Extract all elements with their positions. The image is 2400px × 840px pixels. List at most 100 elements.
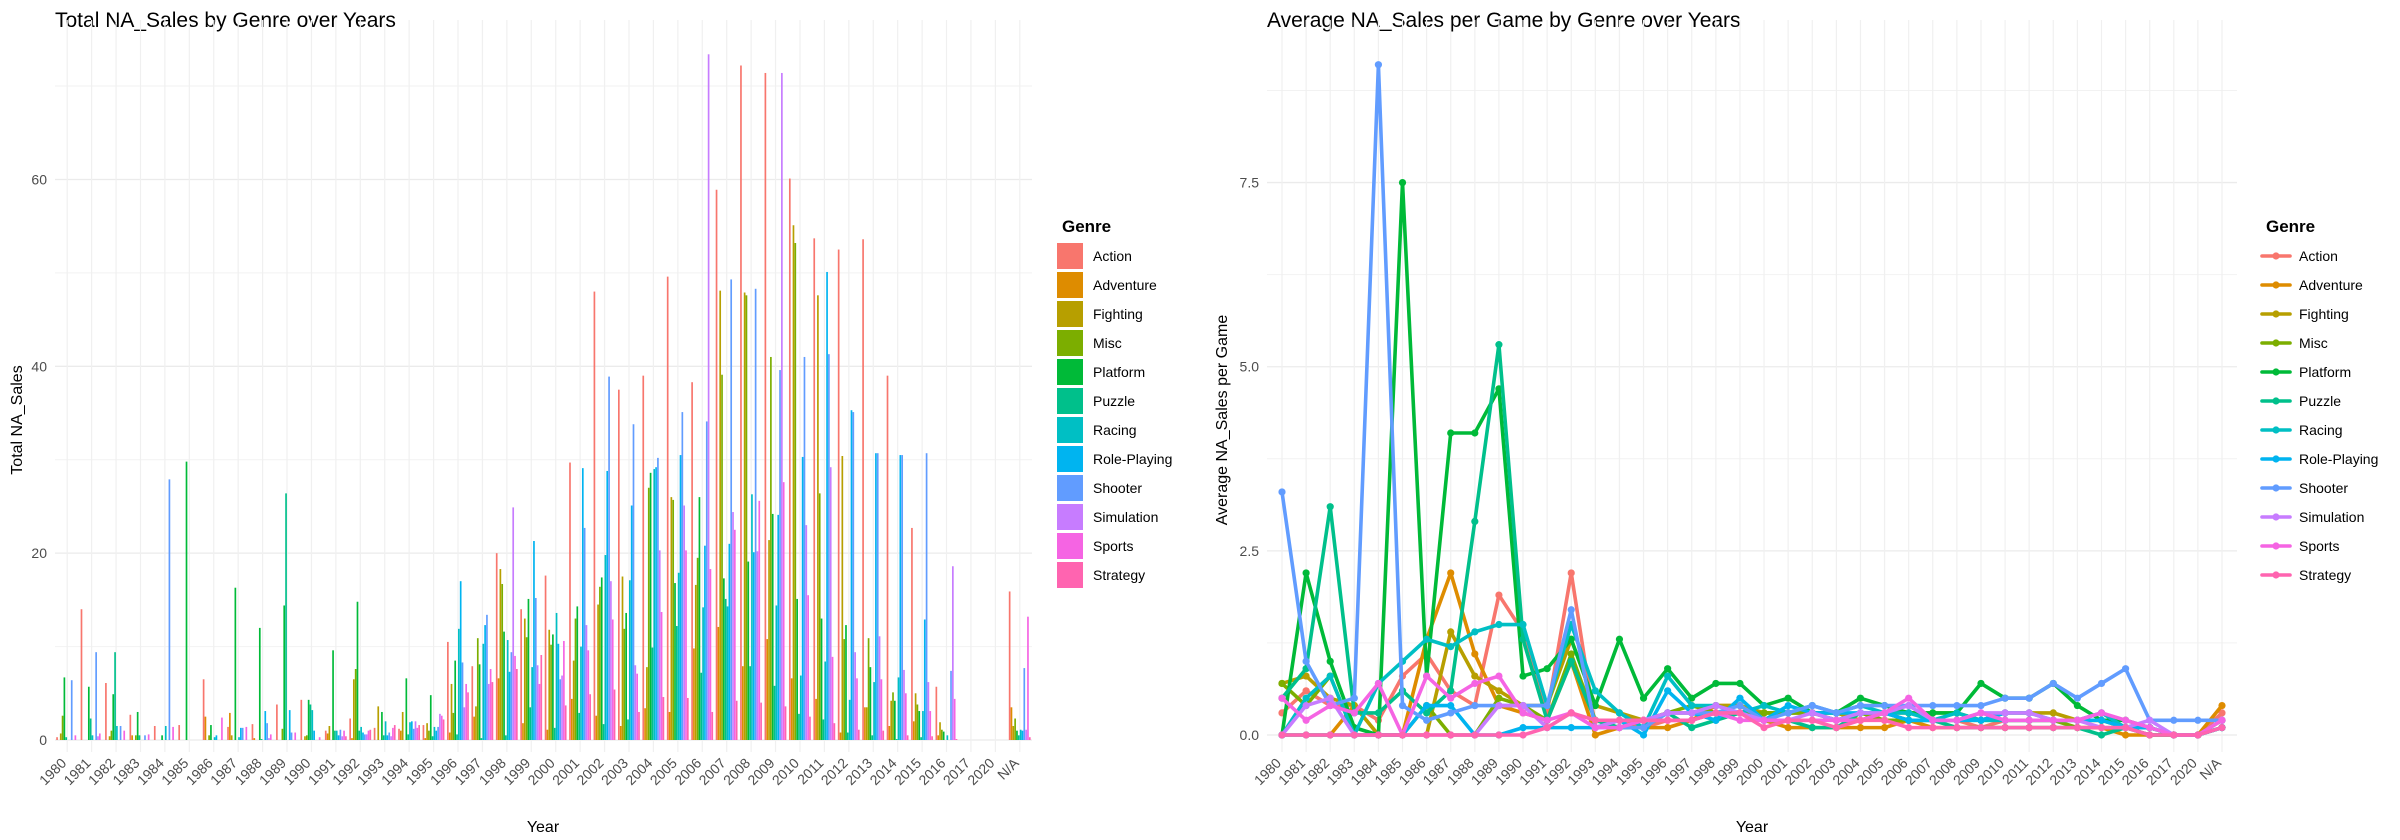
right-y-tick-label: 2.5 [1240, 543, 1260, 559]
point-simulation-2006 [1905, 701, 1913, 710]
bar-action-1982 [105, 683, 107, 740]
bar-platform-2011 [820, 618, 823, 740]
bar-misc-1982 [110, 730, 113, 740]
bar-sports-1990 [318, 737, 321, 740]
point-shooter-2005 [1880, 701, 1889, 710]
bar-racing-1997 [482, 643, 485, 740]
point-racing-1994 [1615, 709, 1624, 717]
point-shooter-2015 [2121, 665, 2130, 673]
bar-simulation-1995 [439, 713, 441, 740]
bar-action-2003 [618, 389, 620, 740]
bar-racing-2007 [726, 606, 729, 740]
point-adventure-2005 [1880, 724, 1889, 732]
bar-puzzle-1990 [309, 704, 312, 740]
bar-simulation-2009 [781, 72, 783, 741]
point-simulation-1996 [1664, 709, 1672, 717]
bar-misc-1980 [61, 715, 64, 740]
bar-simulation-2004 [658, 550, 661, 740]
bar-racing-1986 [213, 737, 216, 740]
bar-shooter-1998 [510, 652, 513, 740]
point-simulation-2004 [1856, 709, 1865, 717]
bar-action-1984 [153, 725, 156, 740]
point-simulation-2010 [2001, 709, 2009, 717]
point-platform-2009 [1977, 679, 1985, 688]
point-sports-1983 [1350, 709, 1358, 717]
bar-fighting-1997 [475, 706, 477, 740]
bar-misc-2007 [721, 374, 723, 740]
left-x-tick-label: 2020 [964, 755, 997, 788]
bar-simulation-2016 [952, 566, 954, 740]
point-racing-2008 [1953, 709, 1961, 717]
point-strategy-1991 [1543, 724, 1551, 732]
bar-action-1997 [471, 666, 474, 740]
point-simulation-1981 [1302, 701, 1310, 710]
legend-label-adventure: Adventure [1093, 277, 1157, 293]
bar-racing-1991 [335, 730, 338, 740]
bar-action-2010 [788, 178, 791, 741]
point-strategy-1995 [1639, 716, 1648, 724]
bar-adventure-2005 [668, 711, 671, 740]
legend-key-role-playing [1057, 446, 1083, 472]
bar-strategy-2013 [882, 730, 885, 740]
bar-misc-2010 [794, 243, 797, 740]
bar-sports-2002 [611, 619, 614, 740]
bar-strategy-2005 [687, 697, 689, 740]
bar-platform-1995 [429, 695, 432, 740]
legend-key-point-fighting [2272, 310, 2280, 318]
bar-simulation-2010 [805, 525, 808, 740]
left-legend-title: Genre [1062, 217, 1111, 236]
point-platform-1996 [1664, 665, 1672, 673]
bar-racing-1993 [384, 721, 387, 740]
point-sports-2013 [2073, 716, 2081, 724]
point-racing-1986 [1423, 635, 1431, 643]
point-strategy-2007 [1929, 724, 1937, 732]
bar-sports-2011 [831, 656, 834, 740]
point-strategy-2008 [1953, 724, 1961, 732]
bar-platform-1984 [161, 735, 163, 740]
bar-platform-1982 [112, 694, 115, 740]
point-racing-1997 [1688, 701, 1696, 710]
point-misc-1980 [1278, 679, 1286, 688]
point-racing-2000 [1760, 701, 1768, 710]
point-shooter-2009 [1977, 701, 1985, 710]
bar-action-2015 [911, 527, 913, 740]
bar-strategy-1992 [369, 729, 372, 740]
bar-strategy-2011 [833, 723, 836, 740]
bar-puzzle-1983 [138, 735, 141, 740]
bar-fighting-1994 [401, 711, 404, 740]
point-strategy-1990 [1519, 731, 1527, 739]
bar-shooter-2008 [754, 288, 757, 740]
bar-fighting-2007 [719, 290, 722, 740]
point-shooter-2011 [2025, 694, 2033, 702]
point-strategy-2016 [2146, 731, 2154, 739]
bar-adventure-2014 [888, 725, 891, 740]
bar-platform-1990 [307, 699, 310, 740]
point-adventure-2015 [2121, 731, 2130, 739]
bar-puzzle-1981 [89, 718, 92, 740]
left-x-tick-label: 2011 [794, 755, 827, 788]
bar-platform-2013 [869, 667, 872, 740]
bar-platform-2014 [894, 700, 896, 740]
legend-key-point-platform [2272, 368, 2280, 376]
bar-misc-1997 [476, 638, 479, 740]
point-shooter-2001 [1784, 709, 1792, 717]
bar-fighting-1991 [328, 725, 331, 740]
bar-fighting-1995 [426, 723, 428, 740]
bar-strategy-2014 [906, 735, 909, 740]
bar-fighting-2009 [768, 540, 770, 740]
bar-action-1981 [80, 609, 83, 740]
point-shooter-1999 [1736, 701, 1744, 710]
point-platform-1985 [1398, 178, 1407, 187]
bar-simulation-1997 [487, 683, 490, 740]
bar-racing-1994 [409, 722, 411, 740]
bar-shooter-2010 [803, 356, 806, 740]
bar-role-playing-2009 [777, 514, 780, 740]
legend-key-point-simulation [2272, 513, 2280, 521]
bar-role-playing-1991 [337, 735, 340, 740]
bar-platform-1993 [381, 711, 383, 740]
point-sports-2011 [2025, 716, 2033, 724]
point-strategy-1983 [1350, 731, 1358, 739]
bar-puzzle-2011 [822, 719, 825, 740]
bar-misc-2014 [892, 692, 894, 740]
bar-adventure-2012 [839, 732, 842, 740]
